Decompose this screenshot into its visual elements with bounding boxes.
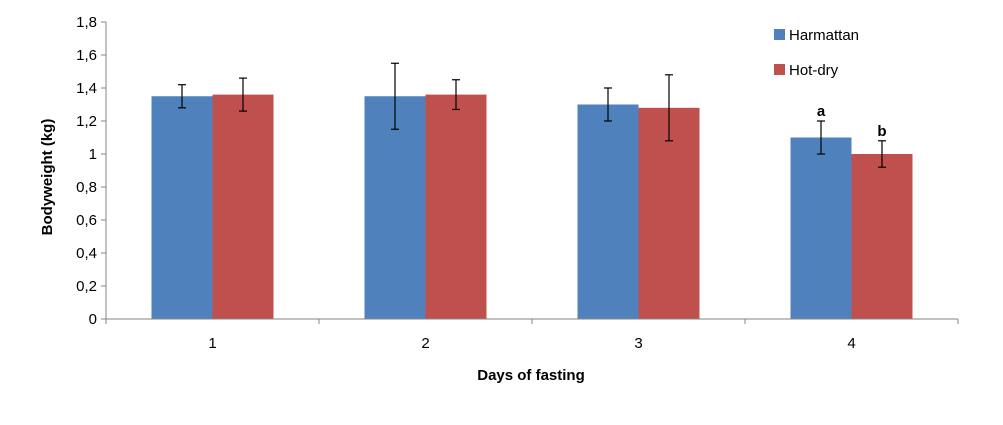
legend-swatch-hot-dry: [774, 64, 785, 75]
significance-label-hot-dry: b: [877, 123, 886, 140]
error-bar-hot-dry-day-1: [239, 77, 247, 112]
significance-labels: ab: [817, 103, 887, 140]
error-bar-harmattan-day-1: [178, 84, 186, 109]
x-axis-ticks: 1 2 3 4: [105, 319, 959, 352]
bar-harmattan-day-4: [790, 137, 852, 319]
x-tick-label: 4: [847, 335, 855, 352]
error-bar-harmattan-day-2: [391, 62, 399, 130]
y-tick-label: 1: [89, 146, 97, 163]
y-tick-label: 0,6: [76, 212, 97, 229]
legend-label-hot-dry: Hot-dry: [789, 62, 839, 79]
y-tick-label: 0: [89, 311, 97, 328]
y-tick-label: 1,4: [76, 80, 97, 97]
y-tick-label: 1,2: [76, 113, 97, 130]
x-axis-title: Days of fasting: [477, 367, 585, 384]
x-tick-label: 1: [208, 335, 216, 352]
error-bar-hot-dry-day-2: [452, 79, 460, 111]
error-bar-hot-dry-day-4: [878, 140, 886, 168]
y-tick-label: 0,8: [76, 179, 97, 196]
legend-label-harmattan: Harmattan: [789, 27, 859, 44]
y-tick-label: 0,4: [76, 245, 97, 262]
y-axis-ticks: 0 0,2 0,4 0,6 0,8 1 1,2 1,4 1,6 1,8: [76, 14, 106, 328]
error-bar-harmattan-day-4: [817, 120, 825, 155]
bars-layer: [151, 94, 913, 319]
y-tick-label: 1,8: [76, 14, 97, 31]
error-bar-harmattan-day-3: [604, 87, 612, 122]
x-tick-label: 3: [634, 335, 642, 352]
bar-hot-dry-day-2: [425, 94, 487, 319]
significance-label-harmattan: a: [817, 103, 826, 120]
y-axis-title: Bodyweight (kg): [39, 119, 56, 236]
x-tick-label: 2: [421, 335, 429, 352]
y-tick-label: 0,2: [76, 278, 97, 295]
error-bars: [178, 62, 886, 168]
legend-swatch-harmattan: [774, 29, 785, 40]
legend: Harmattan Hot-dry: [774, 27, 859, 79]
bar-hot-dry-day-4: [851, 154, 913, 319]
bar-harmattan-day-2: [364, 96, 426, 319]
bar-harmattan-day-1: [151, 96, 213, 319]
error-bar-hot-dry-day-3: [665, 74, 673, 142]
bar-hot-dry-day-1: [212, 94, 274, 319]
bar-hot-dry-day-3: [638, 107, 700, 319]
bar-harmattan-day-3: [577, 104, 639, 319]
y-tick-label: 1,6: [76, 47, 97, 64]
